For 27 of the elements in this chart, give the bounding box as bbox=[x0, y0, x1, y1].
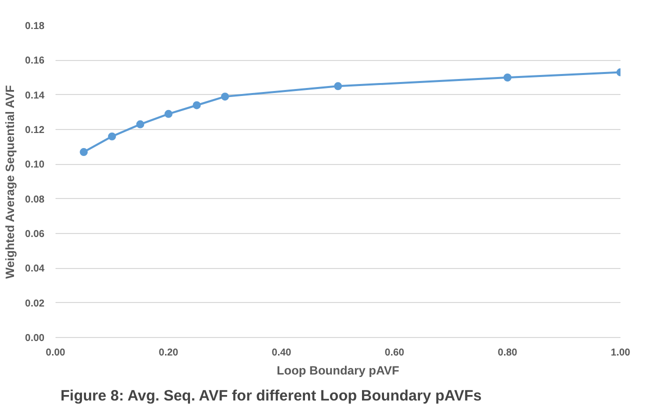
point bbox=[221, 92, 229, 101]
point bbox=[334, 82, 342, 90]
y-tick-label: 0.08 bbox=[25, 194, 45, 206]
y-tick-label: 0.10 bbox=[25, 160, 45, 171]
x-axis-title: Loop Boundary pAVF bbox=[276, 364, 400, 378]
x-tick-label: 0.60 bbox=[384, 348, 405, 358]
x-tick-label: 1.00 bbox=[610, 348, 631, 358]
caption: Figure 8: Avg. Seq. AVF for different Loop Boundary pAVFs bbox=[60, 388, 482, 404]
point bbox=[136, 120, 144, 128]
point bbox=[80, 148, 88, 156]
y-tick-label: 0.18 bbox=[25, 21, 45, 32]
y-tick-label: 0.02 bbox=[25, 298, 45, 310]
y-axis-title: Weighted Average Sequential AVF bbox=[3, 85, 18, 279]
point bbox=[108, 132, 116, 140]
y-tick-label: 0.06 bbox=[25, 229, 45, 240]
point bbox=[164, 110, 172, 118]
x-tick-label: 0.80 bbox=[498, 348, 518, 358]
x-tick-label: 0.20 bbox=[158, 348, 179, 358]
y-tick-label: 0.12 bbox=[25, 125, 45, 136]
y-tick-label: 0.04 bbox=[25, 264, 45, 275]
point bbox=[504, 74, 512, 82]
point bbox=[192, 101, 201, 110]
y-tick-label: 0.14 bbox=[25, 90, 45, 102]
x-tick-label: 0.40 bbox=[272, 348, 292, 358]
y-tick-label: 0.16 bbox=[25, 56, 45, 67]
x-tick-label: 0.00 bbox=[46, 348, 66, 358]
y-tick-label: 0.00 bbox=[25, 333, 45, 344]
